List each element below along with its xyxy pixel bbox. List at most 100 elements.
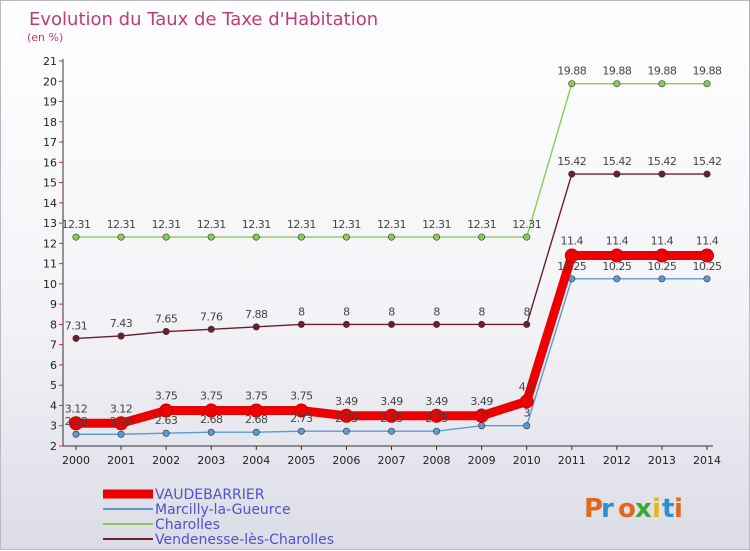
series-point (114, 416, 129, 431)
data-label: 12.31 (512, 218, 541, 231)
x-tick-label: 2002 (152, 454, 180, 467)
series-point (384, 408, 399, 423)
series-point (159, 403, 174, 418)
data-label: 2.73 (380, 412, 403, 425)
series-point (703, 80, 711, 88)
x-tick-label: 2010 (513, 454, 541, 467)
data-label: 10.25 (647, 260, 676, 273)
data-label: 7.31 (65, 319, 88, 332)
data-label: 2.68 (200, 413, 223, 426)
data-label: 8 (388, 305, 395, 318)
proxiti-logo: Pr o x i t i (584, 494, 683, 524)
series-point (658, 170, 666, 178)
logo-letter: P (584, 494, 603, 524)
data-label: 3.75 (155, 390, 178, 403)
series-point (117, 332, 125, 340)
x-tick-label: 2011 (558, 454, 586, 467)
data-label: 3.49 (380, 395, 403, 408)
legend-label: Marcilly-la-Gueurce (155, 502, 291, 518)
series-point (433, 320, 441, 328)
series-point (342, 320, 350, 328)
data-label: 15.42 (693, 155, 722, 168)
series-point (613, 275, 621, 283)
data-label: 3.75 (290, 390, 313, 403)
logo-letter: i (674, 494, 683, 524)
data-label: 2.68 (245, 413, 268, 426)
series-point (429, 408, 444, 423)
data-label: 15.42 (647, 155, 676, 168)
series-point (207, 325, 215, 333)
data-label: 7.76 (200, 310, 223, 323)
series-point (613, 170, 621, 178)
y-tick-label: 10 (43, 278, 57, 291)
series-point (700, 248, 714, 263)
series-point (564, 248, 579, 263)
legend: VAUDEBARRIERMarcilly-la-GueurceCharolles… (103, 487, 334, 548)
series-point (568, 80, 576, 88)
series-point (339, 408, 354, 423)
series-point (387, 320, 395, 328)
series-point (568, 170, 576, 178)
data-label: 15.42 (602, 155, 631, 168)
series-point (433, 427, 441, 435)
series-point (72, 334, 80, 342)
data-label: 15.42 (557, 155, 586, 168)
series-point (703, 275, 711, 283)
data-label: 7.65 (155, 313, 178, 326)
legend-label: Charolles (155, 517, 220, 533)
data-label: 19.88 (693, 65, 722, 78)
series-point (297, 233, 305, 241)
series-point (204, 403, 219, 418)
data-label: 7.88 (245, 308, 268, 321)
logo-letter: r (601, 494, 614, 524)
data-label: 2.73 (335, 412, 358, 425)
y-tick-label: 7 (50, 339, 57, 352)
series-point (433, 233, 441, 241)
chart-title: Evolution du Taux de Taxe d'Habitation (29, 9, 378, 30)
data-label: 12.31 (422, 218, 451, 231)
x-tick-label: 2003 (197, 454, 225, 467)
data-label: 3.12 (65, 402, 88, 415)
data-label: 12.31 (287, 218, 316, 231)
series-point (72, 233, 80, 241)
data-label: 11.4 (561, 235, 584, 248)
y-tick-label: 13 (43, 217, 57, 230)
series-point (523, 233, 531, 241)
data-label: 4.2 (519, 380, 535, 393)
series-point (387, 427, 395, 435)
y-tick-label: 16 (43, 156, 57, 169)
y-tick-label: 11 (43, 258, 57, 271)
y-tick-label: 12 (43, 237, 57, 250)
series-point (387, 233, 395, 241)
series-point (117, 233, 125, 241)
series-point (297, 320, 305, 328)
data-label: 11.4 (606, 235, 629, 248)
x-tick-label: 2005 (287, 454, 315, 467)
series-point (519, 394, 534, 409)
x-tick-label: 2007 (378, 454, 406, 467)
data-label: 12.31 (377, 218, 406, 231)
series-point (249, 403, 264, 418)
x-tick-label: 2006 (332, 454, 360, 467)
data-label: 3 (523, 407, 530, 420)
data-label: 3 (478, 407, 485, 420)
series-point (703, 170, 711, 178)
series-point (162, 233, 170, 241)
data-label: 2.73 (290, 412, 313, 425)
y-tick-label: 17 (43, 136, 57, 149)
y-tick-label: 2 (50, 440, 57, 453)
data-label: 2.63 (155, 414, 178, 427)
series-point (252, 323, 260, 331)
x-tick-label: 2000 (62, 454, 90, 467)
series-point (207, 233, 215, 241)
x-tick-label: 2012 (603, 454, 631, 467)
series-point (523, 320, 531, 328)
series-point (478, 422, 486, 430)
series-point (297, 427, 305, 435)
series-point (72, 430, 80, 438)
series-point (658, 80, 666, 88)
data-label: 3.49 (470, 395, 493, 408)
series-point (162, 328, 170, 336)
data-label: 12.31 (62, 218, 91, 231)
